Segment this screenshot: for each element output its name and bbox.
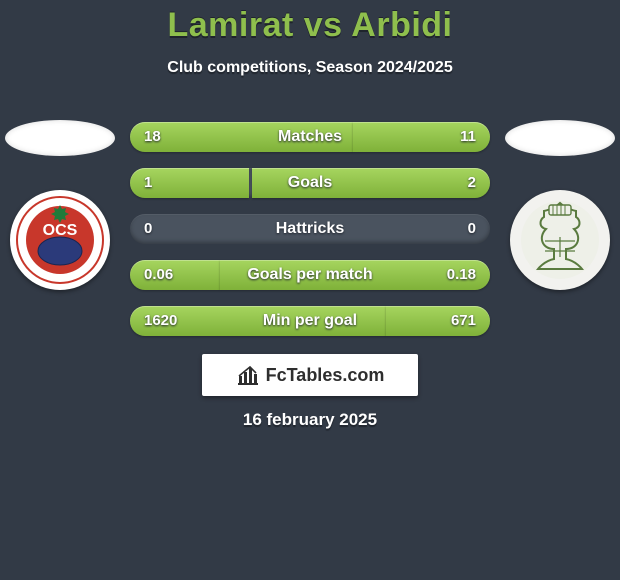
stat-label: Goals: [130, 168, 490, 198]
stat-row-goals-per-match: 0.060.18Goals per match: [130, 260, 490, 290]
branding-label: FcTables.com: [266, 365, 385, 386]
player-a-photo-placeholder: [5, 120, 115, 156]
stat-row-min-per-goal: 1620671Min per goal: [130, 306, 490, 336]
bar-chart-icon: [236, 364, 260, 386]
title: Lamirat vs Arbidi: [0, 0, 620, 45]
vs-separator: vs: [304, 6, 343, 44]
stat-label: Matches: [130, 122, 490, 152]
right-column: [500, 110, 620, 290]
ocs-badge-icon: OCS: [15, 195, 105, 285]
player-a-name: Lamirat: [167, 6, 293, 44]
stat-row-hattricks: 00Hattricks: [130, 214, 490, 244]
stat-label: Hattricks: [130, 214, 490, 244]
left-column: OCS: [0, 110, 120, 290]
comparison-card: Lamirat vs Arbidi Club competitions, Sea…: [0, 0, 620, 580]
club-badge-left: OCS: [10, 190, 110, 290]
player-b-photo-placeholder: [505, 120, 615, 156]
stat-label: Goals per match: [130, 260, 490, 290]
stat-row-matches: 1811Matches: [130, 122, 490, 152]
stat-row-goals: 12Goals: [130, 168, 490, 198]
date-label: 16 february 2025: [0, 410, 620, 430]
green-crest-icon: [517, 197, 603, 283]
stat-label: Min per goal: [130, 306, 490, 336]
club-badge-right: [510, 190, 610, 290]
branding-badge[interactable]: FcTables.com: [202, 354, 418, 396]
svg-text:OCS: OCS: [43, 222, 78, 239]
stats-table: 1811Matches 12Goals 00Hattricks 0.060.18Goa…: [130, 122, 490, 352]
subtitle: Club competitions, Season 2024/2025: [0, 59, 620, 77]
player-b-name: Arbidi: [351, 6, 452, 44]
